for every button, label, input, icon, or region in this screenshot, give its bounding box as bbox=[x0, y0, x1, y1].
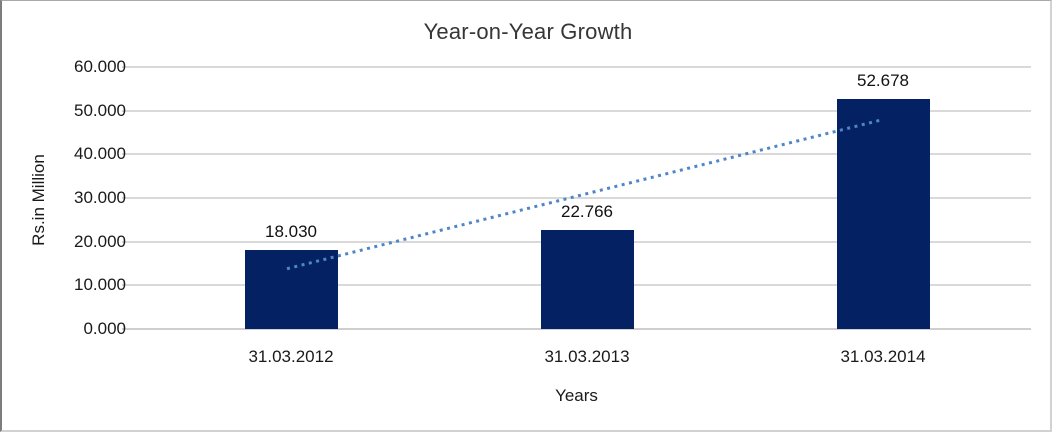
x-category-label: 31.03.2013 bbox=[544, 347, 630, 366]
y-tick-label: 50.000 bbox=[74, 100, 126, 120]
y-tick-label: 60.000 bbox=[74, 57, 126, 76]
gridline bbox=[122, 66, 1031, 68]
y-tick-label: 40.000 bbox=[74, 144, 126, 164]
bar bbox=[244, 250, 338, 329]
gridline bbox=[122, 109, 1031, 112]
y-tick-label: 30.000 bbox=[74, 188, 126, 207]
y-tick-label: 20.000 bbox=[74, 231, 126, 251]
x-axis-title: Years bbox=[555, 386, 598, 405]
chart-title: Year-on-Year Growth bbox=[423, 19, 633, 44]
y-tick-label: 0.000 bbox=[83, 319, 126, 338]
bar bbox=[540, 229, 634, 329]
bar-data-label: 52.678 bbox=[857, 70, 909, 90]
x-axis-line bbox=[122, 328, 1031, 330]
bar bbox=[836, 98, 930, 329]
bar-data-label: 18.030 bbox=[265, 222, 317, 242]
x-category-label: 31.03.2012 bbox=[248, 347, 334, 366]
bar-data-label: 22.766 bbox=[561, 201, 613, 221]
x-category-label: 31.03.2014 bbox=[840, 347, 926, 366]
y-tick-label: 10.000 bbox=[74, 275, 126, 295]
